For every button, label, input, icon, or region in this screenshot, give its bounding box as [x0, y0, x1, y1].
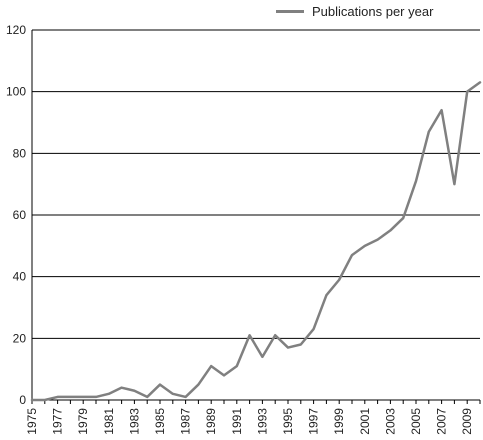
legend-label: Publications per year	[312, 3, 434, 19]
x-tick-label-1979: 1979	[76, 408, 90, 435]
x-tick-label-1985: 1985	[153, 408, 167, 435]
y-tick-labels: 0 20 40 60 80 100 120	[6, 23, 26, 407]
x-tick-label-2009: 2009	[460, 408, 474, 435]
x-tick-label-1989: 1989	[204, 408, 218, 435]
x-tick-label-1981: 1981	[102, 408, 116, 435]
x-tick-label-2007: 2007	[435, 408, 449, 435]
y-tick-label-20: 20	[13, 331, 27, 345]
x-tick-label-1975: 1975	[25, 408, 39, 435]
x-tick-label-2001: 2001	[358, 408, 372, 435]
y-tick-label-120: 120	[6, 23, 26, 37]
y-tick-label-80: 80	[13, 146, 27, 160]
x-tick-label-1977: 1977	[51, 408, 65, 435]
x-tick-labels: 1975 1977 1979 1981 1983 1985 1987 1989 1991 1993…	[25, 408, 474, 435]
y-tick-label-60: 60	[13, 208, 27, 222]
y-tick-label-100: 100	[6, 85, 26, 99]
x-tick-label-1997: 1997	[307, 408, 321, 435]
x-tick-label-1987: 1987	[179, 408, 193, 435]
x-tick-label-2005: 2005	[409, 408, 423, 435]
x-tick-label-1983: 1983	[127, 408, 141, 435]
gridlines	[32, 29, 480, 339]
y-tick-label-40: 40	[13, 270, 27, 284]
legend: Publications per year	[276, 2, 433, 20]
series-line-0	[30, 81, 482, 402]
legend-swatch	[276, 9, 304, 13]
series-lines	[30, 81, 482, 402]
x-tick-label-1999: 1999	[332, 408, 346, 435]
x-tick-label-1991: 1991	[230, 408, 244, 435]
y-tick-label-0: 0	[19, 393, 26, 407]
x-tick-label-2003: 2003	[383, 408, 397, 435]
x-tick-label-1993: 1993	[255, 408, 269, 435]
axes	[31, 30, 481, 404]
x-tick-label-1995: 1995	[281, 408, 295, 435]
